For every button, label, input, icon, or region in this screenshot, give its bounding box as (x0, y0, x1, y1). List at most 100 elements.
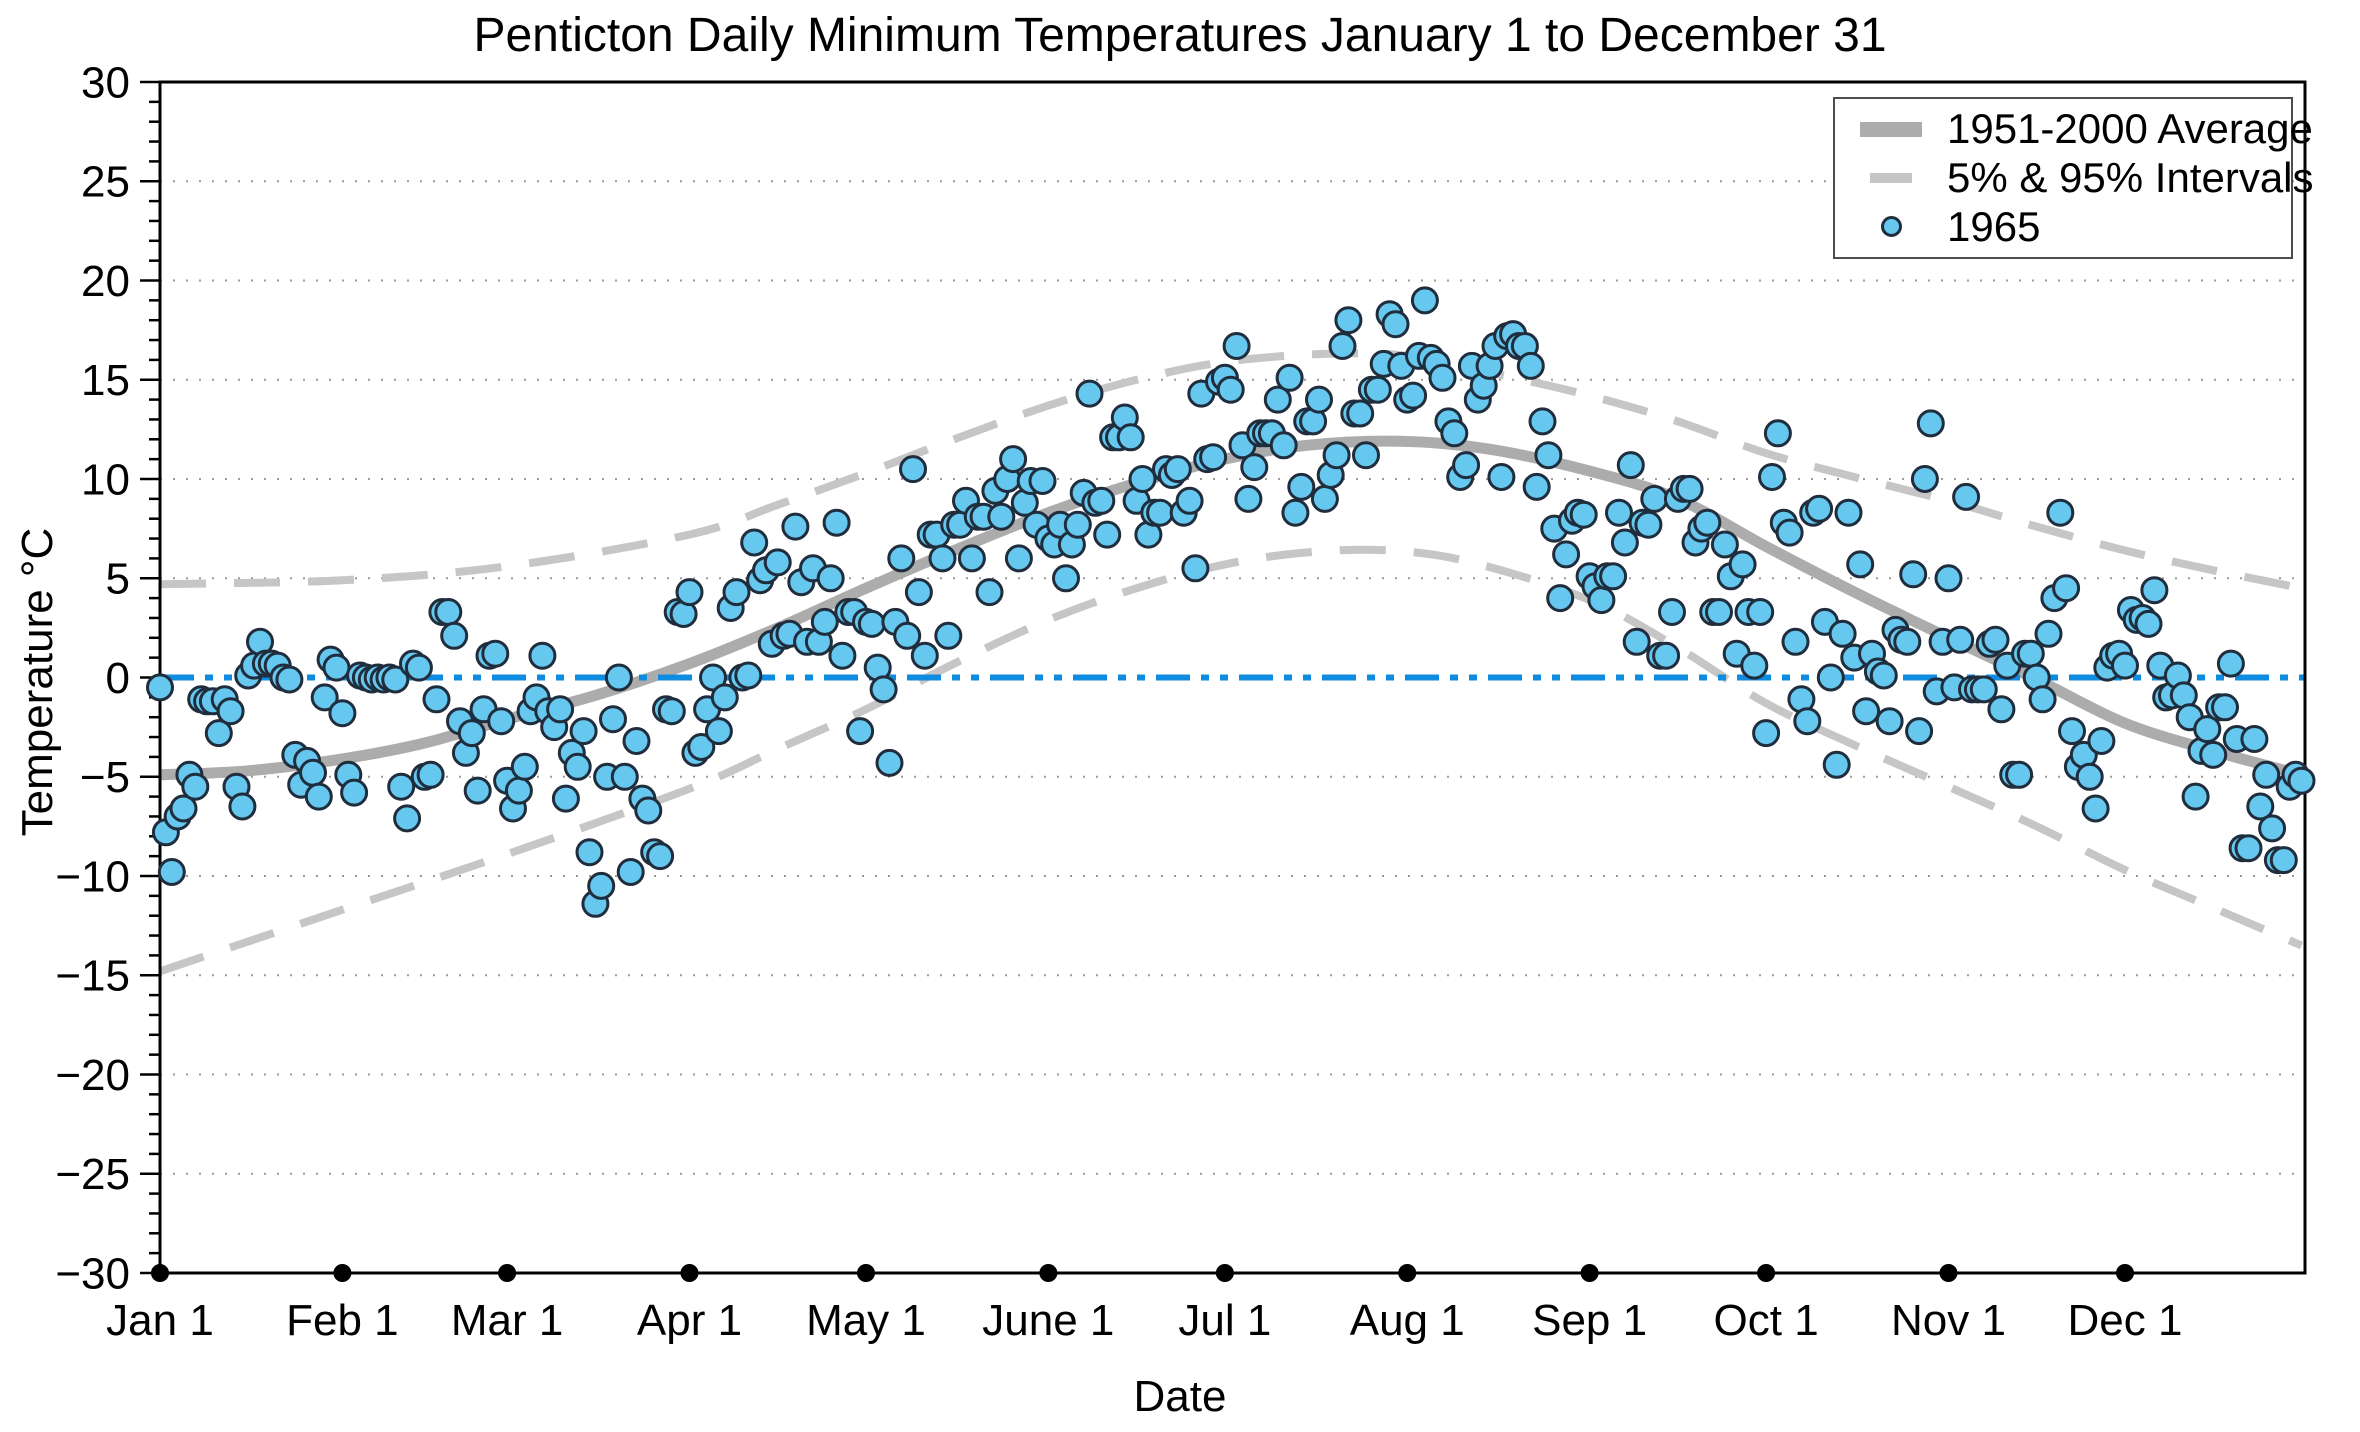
scatter-point (1263, 385, 1292, 414)
y-axis-label: Temperature °C (13, 527, 62, 837)
scatter-point (322, 653, 351, 682)
scatter-point (1987, 695, 2016, 724)
scatter-point (634, 796, 663, 825)
scatter-point (822, 508, 851, 537)
scatter-point (1328, 332, 1357, 360)
scatter-point (2199, 740, 2228, 769)
scatter-point (304, 782, 333, 811)
scatter-point (2087, 727, 2116, 755)
scatter-point (1622, 627, 1651, 656)
scatter-point (1816, 663, 1845, 692)
x-tick-label: Aug 1 (1350, 1296, 1465, 1345)
scatter-point (2258, 814, 2287, 843)
scatter-point (575, 838, 604, 867)
scatter-point (216, 697, 245, 726)
scatter-point (1805, 494, 1834, 523)
scatter-point (1487, 463, 1516, 491)
scatter-point (2269, 846, 2298, 875)
scatter-point (657, 697, 686, 726)
scatter-point (504, 776, 533, 805)
interval-line-swatch-icon (1870, 173, 1912, 183)
scatter-point (622, 727, 651, 755)
scatter-point (1834, 498, 1863, 527)
scatter-point (1063, 510, 1092, 539)
scatter-point (2216, 649, 2245, 678)
scatter-point (810, 607, 839, 636)
chart-title: Penticton Daily Minimum Temperatures Jan… (473, 9, 1887, 62)
y-tick-label: −25 (55, 1150, 130, 1199)
scatter-point (1763, 419, 1792, 448)
scatter-point (299, 758, 327, 787)
month-dot (1215, 1264, 1234, 1282)
month-dot (680, 1264, 699, 1282)
scatter-point (1893, 627, 1922, 656)
scatter-point (434, 598, 463, 626)
scatter-point (1875, 707, 1904, 736)
scatter-point (1281, 498, 1310, 527)
scatter-point (481, 639, 510, 668)
scatter-point (2234, 834, 2263, 863)
scatter-point (422, 685, 451, 714)
scatter-point (2016, 639, 2045, 668)
scatter-point (2246, 792, 2275, 821)
scatter-point (816, 564, 845, 593)
interval-5-line (160, 545, 2304, 976)
x-tick-label: Sep 1 (1532, 1296, 1647, 1345)
scatter-point (2052, 574, 2081, 603)
month-dot (1757, 1264, 1776, 1282)
scatter-point (1334, 306, 1363, 335)
scatter-point (1546, 584, 1575, 613)
scatter-point (2134, 609, 2163, 638)
month-dot (1939, 1264, 1958, 1282)
scatter-point (1693, 508, 1722, 537)
scatter-point (781, 512, 810, 541)
scatter-point (2058, 717, 2086, 746)
scatter-point (1116, 423, 1145, 452)
scatter-point (2140, 576, 2169, 605)
scatter-point (587, 871, 616, 900)
scatter-point (1175, 486, 1204, 515)
legend-item-average: 1951-2000 Average (1835, 105, 2313, 154)
y-tick-label: 0 (106, 654, 130, 703)
scatter-point (1710, 530, 1739, 559)
scatter-point (740, 528, 769, 557)
scatter-point (857, 609, 886, 638)
scatter-point (1275, 363, 1304, 392)
scatter-point (1222, 332, 1251, 360)
scatter-point (1981, 625, 2010, 654)
x-tick-label: Feb 1 (286, 1296, 399, 1345)
scatter-point (1675, 474, 1704, 503)
y-tick-label: −10 (55, 852, 130, 901)
x-tick-label: Nov 1 (1891, 1296, 2006, 1345)
scatter-point (1822, 750, 1851, 779)
x-tick-label: Oct 1 (1714, 1296, 1819, 1345)
month-dot (2115, 1264, 2134, 1282)
scatter-point (440, 621, 469, 650)
scatter-point (1652, 641, 1681, 670)
scatter-point (1528, 407, 1557, 436)
x-tick-label: Apr 1 (637, 1296, 742, 1345)
scatter-point (1899, 560, 1928, 589)
scatter-point (228, 792, 257, 821)
scatter-point (404, 653, 433, 682)
x-tick-label: Mar 1 (451, 1296, 563, 1345)
scatter-point (646, 842, 675, 871)
month-dot (498, 1264, 517, 1282)
scatter-point (1658, 598, 1686, 626)
scatter-point (999, 445, 1028, 474)
scatter-point (1146, 498, 1175, 527)
scatter-point (1052, 564, 1080, 593)
scatter-point (1516, 351, 1545, 380)
scatter-point (957, 544, 986, 573)
scatter-point (1163, 455, 1192, 484)
scatter-point (169, 794, 198, 823)
scatter-point (1452, 451, 1481, 480)
scatter-point (1310, 484, 1339, 513)
scatter-point (1569, 500, 1598, 529)
month-dot (333, 1264, 352, 1282)
x-tick-label: May 1 (806, 1296, 926, 1345)
scatter-point (2287, 766, 2316, 795)
scatter-point (387, 772, 416, 801)
scatter-point (1093, 520, 1122, 549)
